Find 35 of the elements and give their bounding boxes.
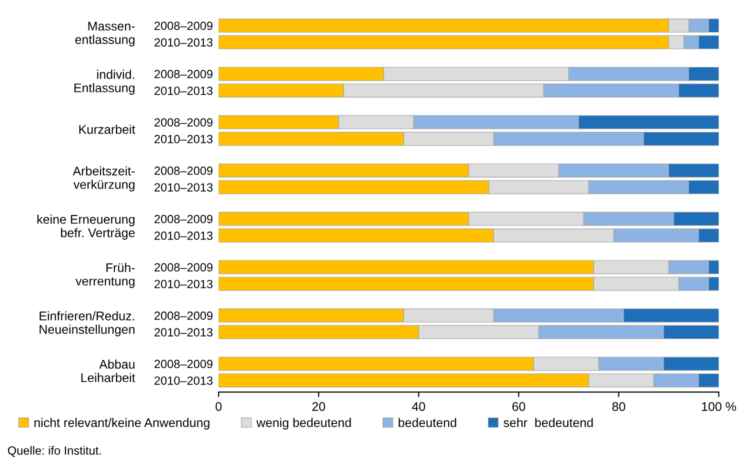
- x-tick-label: 80: [612, 402, 626, 411]
- y-tick-label: 2010–2013: [154, 134, 213, 144]
- y-tick-label: 2008–2009: [154, 360, 212, 368]
- y-tick-label: 2008–2009: [154, 22, 212, 30]
- legend-label: wenig bedeutend: [256, 418, 351, 430]
- y-tick-label: 2010–2013: [154, 86, 213, 95]
- y-tick-label: 2010–2013: [154, 38, 213, 47]
- y-tick-label: 2010–2013: [154, 232, 213, 240]
- source-note: Quelle: ifo Institut.: [8, 446, 101, 457]
- y-tick-label: 2008–2009: [154, 166, 212, 175]
- legend-label: sehr bedeutend: [504, 418, 593, 428]
- y-tick-label: 2008–2009: [154, 118, 212, 127]
- x-tick-label: 60: [512, 402, 526, 411]
- text: Arbeitszeit- verkürzung: [72, 166, 135, 192]
- x-tick-label: 0: [216, 402, 222, 411]
- y-tick-label: 2008–2009: [154, 311, 212, 320]
- y-tick-label: 2010–2013: [154, 328, 213, 336]
- legend-label: nicht relevant/keine Anwendung: [34, 418, 210, 430]
- text: Früh- verrentung: [76, 262, 135, 288]
- text: Einfrieren/Reduz. Neueinstellungen: [40, 311, 134, 336]
- text: keine Erneuerung befr. Verträge: [37, 214, 135, 240]
- y-tick-label: 2008–2009: [154, 70, 212, 78]
- text: Abbau Leiharbeit: [81, 360, 136, 382]
- y-tick-label: 2010–2013: [154, 183, 213, 192]
- y-tick-label: 2008–2009: [154, 263, 212, 272]
- text: Kurzarbeit: [79, 124, 136, 134]
- text: individ. Entlassung: [74, 70, 134, 95]
- text: Massen- entlassung: [75, 22, 135, 46]
- y-tick-label: 2010–2013: [154, 376, 213, 385]
- y-tick-label: 2010–2013: [154, 280, 213, 288]
- x-tick-label: 40: [412, 402, 426, 411]
- x-tick-label: 20: [312, 402, 326, 411]
- y-tick-label: 2008–2009: [154, 214, 212, 224]
- x-tick-label: 100 %: [702, 402, 736, 411]
- legend-label: bedeutend: [398, 418, 456, 428]
